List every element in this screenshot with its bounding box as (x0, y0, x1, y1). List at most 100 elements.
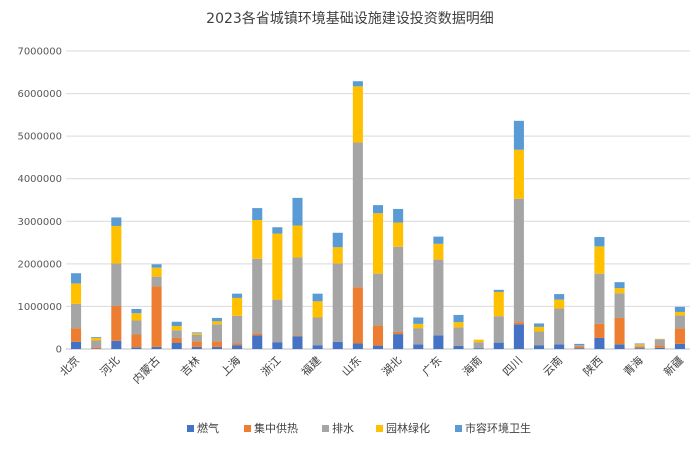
bar-segment (473, 339, 484, 343)
bar-segment (654, 339, 665, 346)
bar-segment (634, 345, 645, 347)
bar-segment (372, 325, 384, 346)
bar-segment (574, 346, 585, 349)
bar-segment (614, 288, 625, 294)
legend-item: 燃气 (187, 421, 219, 435)
bar-segment (493, 342, 504, 349)
bar-segment (534, 331, 545, 346)
bar-segment (554, 294, 565, 300)
bar-segment (433, 335, 444, 349)
bar-segment (211, 321, 222, 325)
bar-segment (393, 208, 404, 223)
x-tick-label: 陕西 (580, 353, 605, 378)
x-tick-label: 北京 (57, 353, 82, 378)
bar-segment (151, 276, 162, 287)
bar-segment (634, 344, 645, 346)
bar-segment (71, 283, 82, 304)
bar-segment (211, 317, 222, 322)
legend-label: 园林绿化 (386, 421, 430, 435)
bar-segment (252, 258, 263, 334)
legend-item: 集中供热 (244, 421, 298, 435)
bar-segment (594, 237, 605, 247)
bar-segment (574, 348, 585, 349)
bar-segment (111, 340, 122, 349)
bar-segment (131, 320, 142, 335)
x-tick-label: 浙江 (259, 354, 284, 379)
bar-segment (171, 330, 182, 338)
x-tick-label: 上海 (218, 353, 243, 378)
bar-segment (171, 342, 182, 349)
bar-segment (312, 317, 323, 346)
legend-label: 燃气 (197, 421, 219, 435)
bar-segment (91, 347, 102, 349)
bar-segment (292, 197, 303, 226)
bar-segment (393, 246, 404, 332)
legend: 燃气 集中供热 排水 园林绿化 市容环境卫生 (187, 421, 531, 435)
bar-segment (493, 289, 504, 292)
bar-segment (332, 247, 343, 264)
bar-segment (131, 334, 142, 348)
bar-segment (252, 208, 263, 221)
y-tick-label: 5000000 (17, 132, 62, 143)
bar-segment (534, 345, 545, 349)
x-tick-label: 海南 (459, 353, 484, 378)
bar-segment (292, 257, 303, 336)
bar-segment (171, 326, 182, 331)
x-tick-label: 内蒙古 (129, 353, 162, 386)
bar-segment (191, 334, 202, 342)
bar-segment (674, 328, 685, 344)
x-tick-label: 湖北 (380, 354, 405, 379)
bar-segment (413, 323, 424, 329)
bar-segment (493, 316, 504, 343)
bar-segment (232, 343, 243, 346)
bar-segment (614, 282, 625, 289)
bar-segment (433, 236, 444, 244)
legend-swatch (376, 425, 383, 432)
bar-segment (372, 205, 384, 214)
bar-segment (292, 335, 303, 337)
y-tick-label: 2000000 (17, 259, 62, 270)
bar-segment (232, 345, 243, 349)
y-tick-label: 1000000 (17, 302, 62, 313)
bar-segment (352, 343, 363, 349)
bar-segment (151, 264, 162, 268)
bar-segment (111, 225, 122, 264)
bar-segment (232, 315, 243, 344)
bar-segment (513, 198, 524, 323)
bar-segment (151, 286, 162, 347)
bar-segment (272, 342, 283, 349)
bar-segment (413, 344, 424, 349)
y-tick-label: 3000000 (17, 217, 62, 228)
bar-segment (171, 337, 182, 343)
x-tick-label: 青海 (620, 353, 645, 378)
bar-segment (352, 287, 363, 344)
bar-segment (674, 315, 685, 329)
bar-segment (71, 341, 82, 349)
legend-label: 市容环境卫生 (465, 421, 531, 435)
bar-segment (252, 333, 263, 336)
y-tick-label: 6000000 (17, 89, 62, 100)
bar-segment (372, 345, 384, 349)
x-tick-label: 四川 (500, 354, 525, 379)
bar-segment (312, 345, 323, 349)
bar-segment (513, 324, 524, 349)
bar-segment (272, 227, 283, 234)
bar-segment (393, 334, 404, 349)
bar-segment (513, 322, 524, 325)
bar-segment (594, 246, 605, 274)
bar-segment (534, 323, 545, 327)
chart-title: 2023各省城镇环境基础设施建设投资数据明细 (206, 11, 494, 27)
bar-segment (352, 86, 363, 143)
legend-item: 市容环境卫生 (455, 421, 531, 435)
bar-segment (614, 293, 625, 318)
bar-segment (654, 347, 665, 349)
bar-segment (594, 337, 605, 349)
bar-segment (453, 327, 464, 347)
bar-segment (513, 149, 524, 199)
legend-swatch (187, 425, 194, 432)
bar-segment (554, 308, 565, 345)
bar-segment (312, 293, 323, 302)
x-tick-label: 新疆 (661, 353, 686, 378)
